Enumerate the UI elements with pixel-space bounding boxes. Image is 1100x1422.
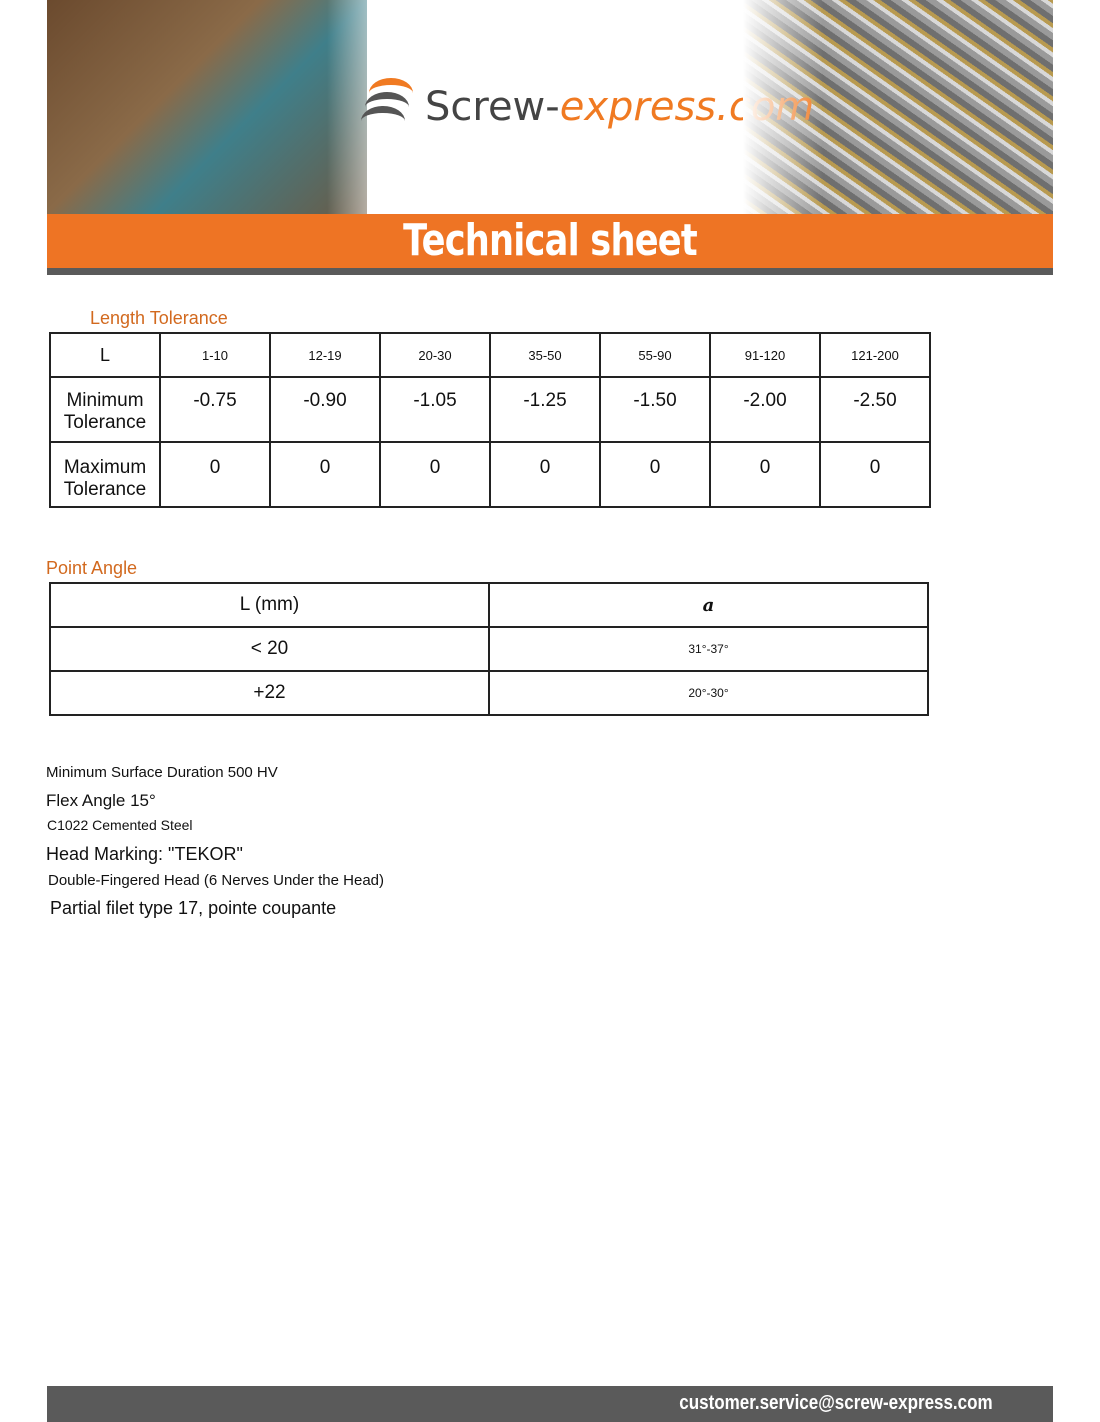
note: C1022 Cemented Steel [47,817,193,833]
logo-icon [361,78,419,136]
header-cell: L (mm) [49,582,490,628]
header-cell: a [488,582,929,628]
point-angle-table: L (mm) a < 20 31°-37° +22 20°-30° [49,582,929,716]
header-banner: Screw-express.com [47,0,1053,214]
note: Minimum Surface Duration 500 HV [46,764,278,781]
length-tolerance-table: L 1-10 12-19 20-30 35-50 55-90 91-120 12… [49,332,931,508]
divider [47,268,1053,275]
tools-photo [47,0,407,214]
logo-text: Screw- [425,84,560,130]
note: Partial filet type 17, pointe coupante [50,898,337,918]
table-header-row: L (mm) a [49,582,929,628]
cell: 0 [269,441,381,508]
cell: +22 [49,670,490,716]
cell: 31°-37° [488,626,929,672]
table-row: < 20 31°-37° [49,626,929,672]
length-tolerance-title: Length Tolerance [90,308,228,328]
cell: -1.05 [379,376,491,443]
cell: -2.50 [819,376,931,443]
spec-notes: Minimum Surface Duration 500 HV Flex Ang… [46,764,384,919]
table-row: Minimum Tolerance -0.75 -0.90 -1.05 -1.2… [49,376,931,443]
cell: -1.50 [599,376,711,443]
page-title: Technical sheet [403,215,698,266]
header-cell: 20-30 [379,332,491,378]
table-row: Maximum Tolerance 0 0 0 0 0 0 0 [49,441,931,508]
note: Double-Fingered Head (6 Nerves Under the… [48,872,385,889]
cell: -2.00 [709,376,821,443]
header-cell: 12-19 [269,332,381,378]
header-cell: 35-50 [489,332,601,378]
cell: 0 [599,441,711,508]
cell: -0.90 [269,376,381,443]
header-cell: 55-90 [599,332,711,378]
note: Flex Angle 15° [46,791,156,810]
cell: < 20 [49,626,490,672]
cell: 0 [159,441,271,508]
table-row: +22 20°-30° [49,670,929,716]
title-bar: Technical sheet [47,214,1053,268]
cell: 20°-30° [488,670,929,716]
header-cell: 1-10 [159,332,271,378]
contact-email: customer.service@screw-express.com [679,1392,993,1414]
cell: 0 [819,441,931,508]
row-label: Minimum Tolerance [49,376,161,443]
cell: -1.25 [489,376,601,443]
point-angle-title: Point Angle [46,558,138,578]
cell: 0 [379,441,491,508]
header-cell: 121-200 [819,332,931,378]
cell: 0 [489,441,601,508]
screws-photo [743,0,1053,214]
cell: -0.75 [159,376,271,443]
footer-bar: customer.service@screw-express.com [47,1386,1053,1422]
table-header-row: L 1-10 12-19 20-30 35-50 55-90 91-120 12… [49,332,931,378]
header-cell: 91-120 [709,332,821,378]
cell: 0 [709,441,821,508]
header-cell: L [49,332,161,378]
note: Head Marking: "TEKOR" [46,844,243,864]
row-label: Maximum Tolerance [49,441,161,508]
